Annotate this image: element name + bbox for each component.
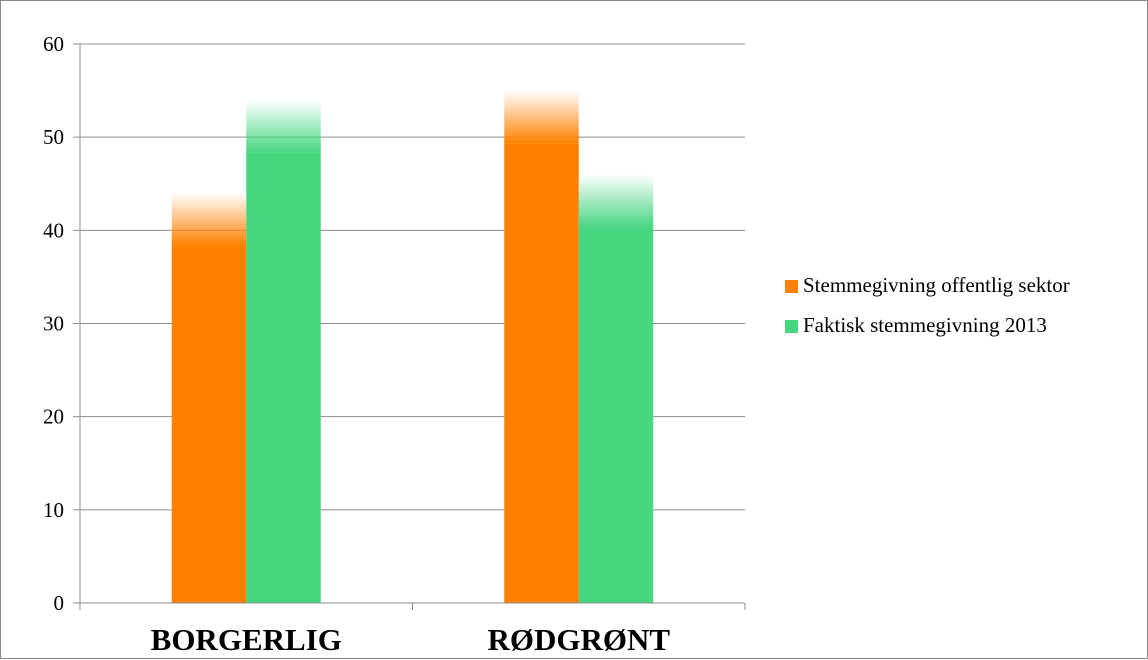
bar-top-fade-series-1-borgerlig [171, 193, 247, 247]
y-tick-label-60: 60 [43, 32, 64, 56]
legend-swatch-series-1 [785, 280, 798, 293]
legend: Stemmegivning offentlig sektor Faktisk s… [785, 271, 1145, 351]
y-tick-label-20: 20 [43, 405, 64, 429]
y-tick-label-10: 10 [43, 498, 64, 522]
bars [171, 90, 654, 604]
legend-label-series-1: Stemmegivning offentlig sektor [803, 273, 1070, 297]
x-category-label-borgerlig: BORGERLIG [151, 622, 342, 657]
bar-series-1-borgerlig [171, 246, 247, 604]
y-tick-label-30: 30 [43, 312, 64, 336]
legend-item-series-1: Stemmegivning offentlig sektor [785, 271, 1145, 299]
axis-labels: 0 10 20 30 40 50 60 BORGERLIG RØDGRØNT [43, 32, 670, 657]
y-tick-label-40: 40 [43, 218, 64, 242]
legend-swatch-series-2 [785, 320, 798, 333]
y-tick-label-50: 50 [43, 125, 64, 149]
y-tick-label-0: 0 [54, 591, 65, 615]
bar-top-fade-series-1-rødgrønt [504, 90, 579, 144]
x-category-label-rødgrønt: RØDGRØNT [487, 622, 670, 657]
bar-series-2-borgerlig [246, 152, 321, 603]
bar-series-2-rødgrønt [578, 227, 654, 603]
bar-series-1-rødgrønt [504, 143, 579, 604]
axes [73, 43, 746, 610]
bar-top-fade-series-2-rødgrønt [578, 174, 654, 228]
legend-item-series-2: Faktisk stemmegivning 2013 [785, 311, 1145, 339]
bar-top-fade-series-2-borgerlig [246, 99, 321, 153]
legend-label-series-2: Faktisk stemmegivning 2013 [803, 313, 1047, 337]
